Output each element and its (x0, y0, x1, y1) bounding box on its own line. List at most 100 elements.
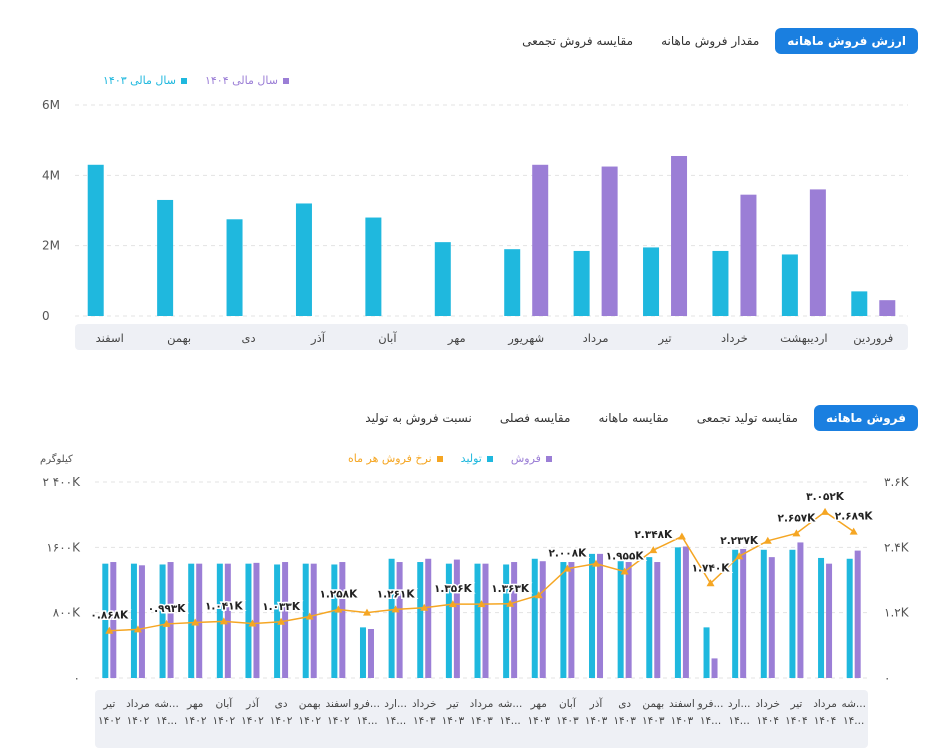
bottom-rate-marker[interactable] (420, 603, 429, 611)
bottom-rate-marker[interactable] (133, 625, 142, 633)
bottom-bar-sales[interactable] (682, 546, 689, 678)
bottom-bar-sales[interactable] (711, 658, 718, 678)
bottom-bar-sales[interactable] (396, 562, 403, 678)
top-tab-1[interactable]: مقدار فروش ماهانه (661, 34, 760, 48)
bottom-rate-marker[interactable] (219, 617, 228, 625)
bottom-tab-3[interactable]: مقایسه فصلی (499, 411, 571, 425)
bottom-bar-production[interactable] (331, 564, 338, 678)
top-bar[interactable] (87, 164, 104, 316)
bottom-rate-marker[interactable] (334, 605, 343, 613)
top-bar[interactable] (851, 291, 868, 316)
bottom-tab-0[interactable]: فروش ماهانه (813, 405, 918, 431)
top-bar[interactable] (573, 250, 590, 316)
bottom-bar-sales[interactable] (654, 562, 661, 678)
top-bar[interactable] (601, 166, 618, 316)
bottom-bar-production[interactable] (130, 563, 137, 678)
bottom-rate-marker[interactable] (191, 618, 200, 626)
bottom-rate-marker[interactable] (620, 567, 629, 575)
bottom-bar-production[interactable] (216, 563, 223, 678)
top-bar[interactable] (157, 199, 174, 316)
top-tab-2[interactable]: مقایسه فروش تجمعی (522, 34, 634, 48)
bottom-bar-sales[interactable] (539, 561, 546, 678)
bottom-rate-marker[interactable] (448, 600, 457, 608)
bottom-bar-production[interactable] (760, 549, 767, 678)
bottom-bar-sales[interactable] (797, 542, 804, 678)
bottom-bar-production[interactable] (474, 563, 481, 678)
bottom-bar-production[interactable] (359, 627, 366, 678)
bottom-rate-marker[interactable] (391, 605, 400, 613)
bottom-bar-sales[interactable] (253, 562, 260, 678)
bottom-bar-sales[interactable] (597, 553, 604, 678)
bottom-rate-marker[interactable] (305, 612, 314, 620)
top-legend-item-0[interactable]: سال مالی ۱۴۰۴ (205, 74, 289, 87)
top-bar[interactable] (532, 164, 549, 316)
top-bar[interactable] (879, 300, 896, 316)
bottom-bar-sales[interactable] (196, 563, 203, 678)
bottom-bar-sales[interactable] (740, 548, 747, 678)
top-bar[interactable] (295, 203, 312, 316)
bottom-bar-production[interactable] (274, 564, 281, 678)
top-bar[interactable] (809, 189, 826, 316)
bottom-bar-sales[interactable] (138, 565, 145, 678)
bottom-bar-production[interactable] (188, 563, 195, 678)
top-bar[interactable] (671, 155, 688, 316)
bottom-rate-marker[interactable] (821, 507, 830, 515)
bottom-bar-sales[interactable] (339, 562, 346, 678)
bottom-tab-1[interactable]: مقایسه تولید تجمعی (696, 411, 798, 425)
top-bar[interactable] (740, 194, 757, 316)
bottom-bar-sales[interactable] (110, 562, 117, 678)
bottom-bar-production[interactable] (445, 563, 452, 678)
bottom-bar-production[interactable] (846, 558, 853, 678)
bottom-bar-sales[interactable] (310, 563, 317, 678)
bottom-bar-production[interactable] (617, 561, 624, 678)
top-bar[interactable] (434, 242, 451, 316)
top-bar[interactable] (504, 249, 521, 316)
bottom-bar-production[interactable] (674, 547, 681, 678)
bottom-bar-sales[interactable] (482, 563, 489, 678)
bottom-bar-sales[interactable] (625, 562, 632, 678)
bottom-legend-item-2[interactable]: نرخ فروش هر ماه (348, 452, 443, 465)
bottom-bar-production[interactable] (732, 549, 739, 678)
bottom-bar-production[interactable] (789, 549, 796, 678)
top-legend-item-1[interactable]: سال مالی ۱۴۰۳ (103, 74, 187, 87)
bottom-bar-production[interactable] (503, 564, 510, 678)
top-bar[interactable] (643, 247, 660, 316)
bottom-bar-production[interactable] (646, 557, 653, 678)
bottom-bar-sales[interactable] (282, 562, 289, 678)
top-tab-0[interactable]: ارزش فروش ماهانه (775, 28, 918, 54)
bottom-bar-sales[interactable] (826, 563, 833, 678)
bottom-bar-production[interactable] (818, 557, 825, 678)
bottom-rate-marker[interactable] (248, 619, 257, 627)
bottom-bar-production[interactable] (245, 563, 252, 678)
bottom-bar-sales[interactable] (167, 562, 174, 678)
bottom-rate-marker[interactable] (277, 617, 286, 625)
bottom-rate-marker[interactable] (477, 600, 486, 608)
top-bar[interactable] (365, 217, 382, 316)
bottom-bar-sales[interactable] (453, 559, 460, 678)
bottom-rate-marker[interactable] (849, 527, 858, 535)
bottom-legend-item-1[interactable]: تولید (461, 452, 493, 465)
bottom-rate-marker[interactable] (649, 546, 658, 554)
bottom-rate-marker[interactable] (677, 532, 686, 540)
bottom-tab-4[interactable]: نسبت فروش به تولید (365, 411, 472, 425)
bottom-rate-marker[interactable] (563, 564, 572, 572)
bottom-tab-2[interactable]: مقایسه ماهانه (598, 411, 669, 425)
bottom-bar-sales[interactable] (224, 563, 231, 678)
bottom-bar-production[interactable] (417, 562, 424, 678)
top-bar[interactable] (781, 254, 798, 316)
bottom-rate-marker[interactable] (792, 529, 801, 537)
bottom-bar-production[interactable] (388, 558, 395, 678)
bottom-bar-sales[interactable] (854, 550, 861, 678)
bottom-bar-sales[interactable] (568, 562, 575, 678)
bottom-bar-sales[interactable] (425, 558, 432, 678)
bottom-bar-production[interactable] (589, 553, 596, 678)
bottom-rate-marker[interactable] (506, 599, 515, 607)
bottom-legend-item-0[interactable]: فروش (511, 452, 552, 465)
top-bar[interactable] (712, 250, 729, 316)
bottom-rate-marker[interactable] (763, 536, 772, 544)
top-bar[interactable] (226, 219, 243, 316)
bottom-bar-production[interactable] (531, 558, 538, 678)
bottom-rate-marker[interactable] (592, 559, 601, 567)
bottom-bar-production[interactable] (302, 563, 309, 678)
bottom-rate-marker[interactable] (706, 579, 715, 587)
